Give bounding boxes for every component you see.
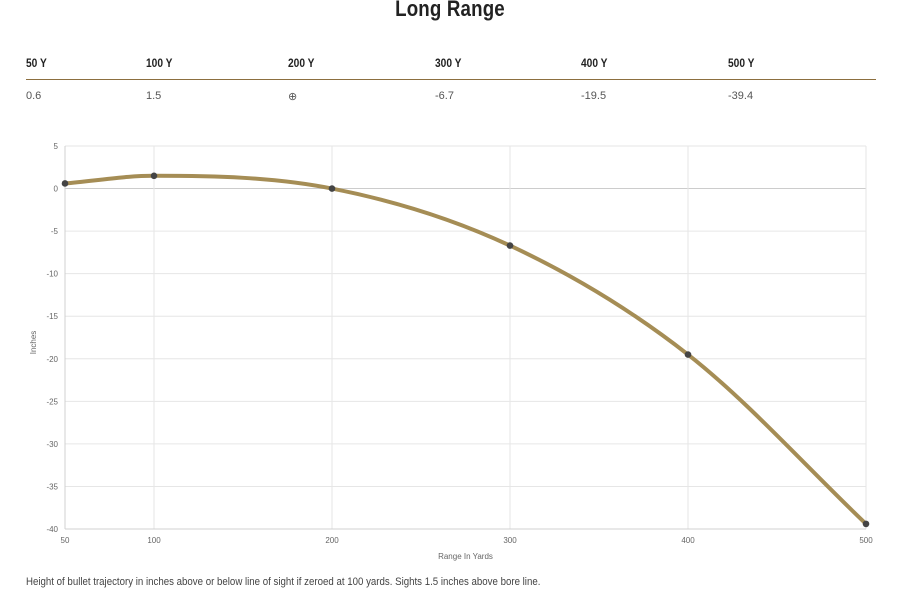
data-point — [506, 242, 514, 249]
x-tick-label: 200 — [325, 536, 339, 545]
value-50y: 0.6 — [26, 90, 42, 102]
y-tick-label: 5 — [54, 142, 59, 151]
trajectory-line — [63, 173, 868, 526]
data-point — [328, 185, 336, 192]
x-tick-label: 300 — [503, 536, 517, 545]
x-tick-label: 50 — [61, 536, 70, 545]
header-500y: 500 Y — [728, 56, 755, 70]
data-point — [862, 520, 870, 528]
chart-axes — [64, 146, 866, 530]
header-300y: 300 Y — [435, 56, 462, 70]
footnote: Height of bullet trajectory in inches ab… — [26, 576, 541, 588]
y-tick-label: -25 — [46, 397, 58, 406]
y-axis-label: Inches — [29, 331, 38, 355]
y-tick-label: -30 — [46, 440, 58, 449]
data-point — [684, 351, 692, 358]
y-tick-label: -40 — [46, 525, 58, 534]
zero-crosshair-icon: ⊕ — [288, 91, 298, 103]
data-point — [150, 172, 158, 180]
y-tick-label: -15 — [46, 312, 58, 321]
x-tick-label: 400 — [681, 536, 695, 545]
header-400y: 400 Y — [581, 56, 608, 70]
x-tick-label: 100 — [147, 536, 161, 545]
x-tick-label: 500 — [859, 536, 873, 545]
y-tick-label: 0 — [54, 185, 59, 194]
table-header-row: 50 Y 100 Y 200 Y 300 Y 400 Y 500 Y — [26, 52, 876, 80]
header-50y: 50 Y — [26, 56, 47, 70]
chart-title: Long Range — [395, 0, 505, 21]
chart-series — [61, 172, 870, 528]
y-tick-label: -20 — [46, 355, 58, 364]
value-400y: -19.5 — [581, 90, 607, 102]
value-100y: 1.5 — [146, 90, 162, 102]
chart-grid — [64, 145, 867, 530]
table-row: 0.6 1.5 ⊕ -6.7 -19.5 -39.4 — [26, 80, 876, 104]
value-500y: -39.4 — [728, 90, 754, 102]
y-tick-label: -10 — [46, 270, 58, 279]
y-tick-label: -5 — [51, 227, 59, 236]
header-200y: 200 Y — [288, 56, 315, 70]
data-point — [61, 180, 69, 187]
y-tick-label: -35 — [46, 482, 58, 491]
trajectory-table: 50 Y 100 Y 200 Y 300 Y 400 Y 500 Y 0.6 1… — [26, 52, 876, 104]
header-100y: 100 Y — [146, 56, 173, 70]
x-axis-label: Range In Yards — [438, 552, 493, 561]
value-300y: -6.7 — [435, 90, 454, 102]
